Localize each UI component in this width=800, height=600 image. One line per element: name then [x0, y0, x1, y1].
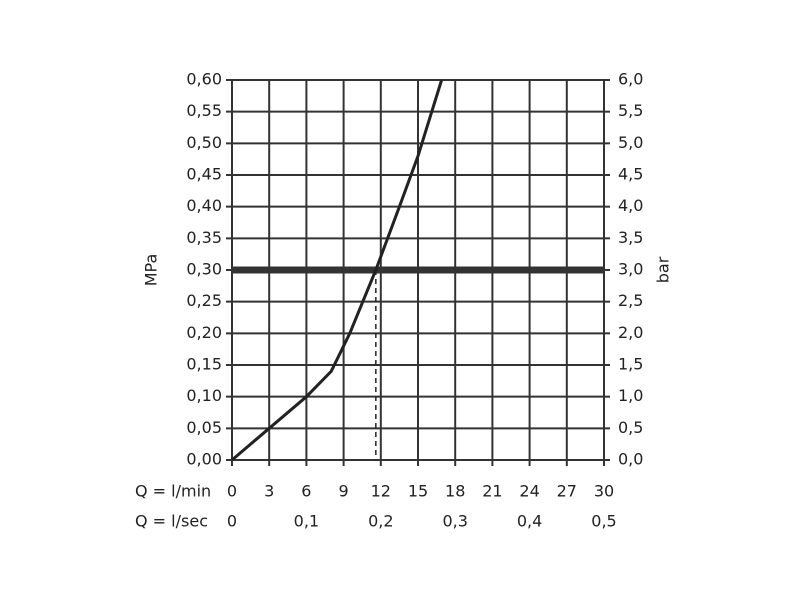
- x-tick-label: 9: [339, 482, 349, 501]
- x2-tick-label: 0: [227, 512, 237, 531]
- y-tick-label: 0,30: [186, 260, 222, 279]
- y2-tick-label: 6,0: [618, 70, 643, 89]
- x2-tick-label: 0,2: [368, 512, 393, 531]
- curve: [231, 79, 444, 462]
- x-tick-label: 30: [594, 482, 614, 501]
- y-tick-label: 0,55: [186, 101, 222, 120]
- x-axis-label: Q = l/min: [135, 482, 211, 501]
- y-tick-label: 0,25: [186, 291, 222, 310]
- y2-tick-label: 0,5: [618, 418, 643, 437]
- y-tick-label: 0,45: [186, 165, 222, 184]
- y-tick-label: 0,05: [186, 418, 222, 437]
- y-tick-label: 0,40: [186, 196, 222, 215]
- y-tick-label: 0,15: [186, 355, 222, 374]
- y2-axis-label: bar: [654, 256, 673, 283]
- x-tick-label: 3: [264, 482, 274, 501]
- y-tick-label: 0,35: [186, 228, 222, 247]
- y2-tick-label: 4,5: [618, 165, 643, 184]
- x-tick-label: 6: [301, 482, 311, 501]
- y-tick-label: 0,00: [186, 450, 222, 469]
- y-tick-label: 0,50: [186, 133, 222, 152]
- y-axis-label: MPa: [142, 254, 161, 287]
- x2-tick-label: 0,1: [294, 512, 319, 531]
- x-tick-label: 21: [482, 482, 502, 501]
- y-tick-label: 0,60: [186, 70, 222, 89]
- x2-tick-label: 0,4: [517, 512, 542, 531]
- y2-tick-label: 3,5: [618, 228, 643, 247]
- y2-tick-label: 2,5: [618, 291, 643, 310]
- y2-tick-label: 0,0: [618, 450, 643, 469]
- y-tick-label: 0,20: [186, 323, 222, 342]
- y2-tick-label: 2,0: [618, 323, 643, 342]
- y2-tick-label: 3,0: [618, 260, 643, 279]
- y2-tick-label: 5,0: [618, 133, 643, 152]
- y2-tick-label: 5,5: [618, 101, 643, 120]
- x-tick-label: 27: [557, 482, 577, 501]
- y-tick-label: 0,10: [186, 386, 222, 405]
- y2-tick-label: 1,0: [618, 386, 643, 405]
- x-tick-label: 0: [227, 482, 237, 501]
- y2-tick-label: 4,0: [618, 196, 643, 215]
- x2-tick-label: 0,3: [442, 512, 467, 531]
- x-tick-label: 15: [408, 482, 428, 501]
- x-tick-label: 18: [445, 482, 465, 501]
- x-tick-label: 24: [519, 482, 539, 501]
- x-tick-label: 12: [371, 482, 391, 501]
- x2-axis-label: Q = l/sec: [135, 512, 208, 531]
- x2-tick-label: 0,5: [591, 512, 616, 531]
- y2-tick-label: 1,5: [618, 355, 643, 374]
